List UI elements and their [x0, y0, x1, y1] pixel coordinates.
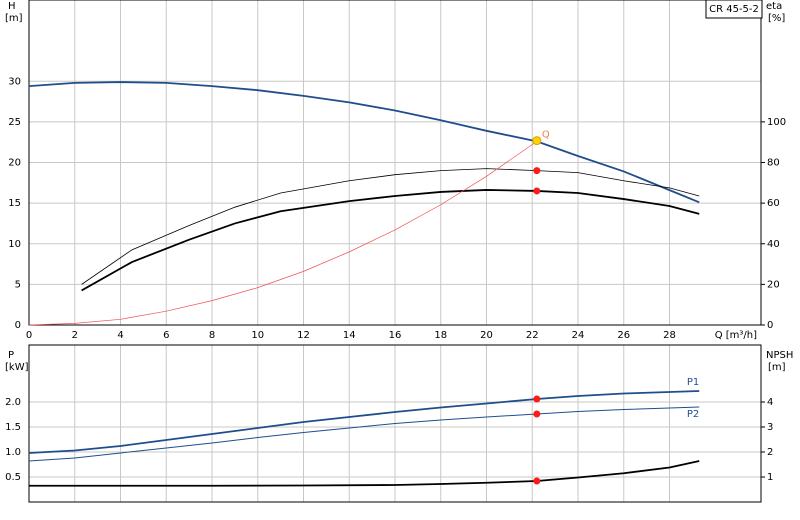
plot-frame	[28, 0, 762, 326]
curve-label: P2	[687, 409, 699, 420]
x-tick-label: 14	[343, 330, 356, 341]
y-tick-label: 0.5	[5, 472, 21, 483]
y-tick-label: 2.0	[5, 397, 21, 408]
curve	[28, 390, 700, 454]
duty-marker	[533, 167, 541, 175]
y-tick-label: 15	[8, 198, 21, 209]
duty-marker	[533, 187, 541, 195]
y2-tick-label: 80	[767, 158, 780, 169]
x-tick-label: 10	[251, 330, 264, 341]
x-tick-label: 2	[72, 330, 78, 341]
curve	[81, 189, 700, 292]
x-tick-label: 12	[297, 330, 310, 341]
y-axis-unit: [m]	[5, 13, 23, 24]
x-tick-label: 22	[526, 330, 539, 341]
y2-tick-label: 60	[767, 198, 780, 209]
x-tick-label: 28	[663, 330, 676, 341]
duty-marker	[533, 477, 541, 485]
y-axis-label: H	[8, 1, 16, 12]
y2-axis-unit: [%]	[768, 13, 785, 24]
curve	[29, 460, 700, 487]
y2-tick-label: 3	[767, 422, 773, 433]
y2-tick-label: 100	[767, 117, 786, 128]
y2-tick-label: 4	[767, 397, 773, 408]
y-tick-label: 30	[8, 76, 21, 87]
legend-box	[705, 0, 763, 19]
y2-tick-label: 2	[767, 447, 773, 458]
x-tick-label: 16	[389, 330, 402, 341]
plot-frame	[28, 344, 762, 503]
y2-axis-unit: [m]	[768, 362, 786, 373]
x-tick-label: 0	[26, 330, 32, 341]
x-tick-label: 6	[163, 330, 169, 341]
curve	[28, 81, 700, 204]
y-tick-label: 1.0	[5, 447, 21, 458]
y-axis-label: P	[8, 350, 14, 361]
y-tick-label: 20	[8, 158, 21, 169]
duty-marker	[533, 395, 541, 403]
curve	[28, 141, 538, 326]
y-axis-unit: [kW]	[5, 362, 29, 373]
x-axis-label: Q [m³/h]	[715, 330, 757, 341]
y-tick-label: 25	[8, 117, 21, 128]
y2-tick-label: 20	[767, 279, 780, 290]
curve-label: P1	[687, 377, 699, 388]
x-tick-label: 20	[480, 330, 493, 341]
y2-tick-label: 1	[767, 472, 773, 483]
curve	[81, 168, 700, 285]
y-tick-label: 1.5	[5, 422, 21, 433]
curve	[28, 406, 700, 462]
x-tick-label: 8	[209, 330, 215, 341]
duty-point	[532, 136, 542, 146]
y-tick-label: 0	[15, 320, 21, 331]
duty-marker	[533, 410, 541, 418]
y2-axis-label: NPSH	[766, 350, 793, 361]
y-tick-label: 5	[15, 279, 21, 290]
y2-tick-label: 0	[767, 320, 773, 331]
y-tick-label: 10	[8, 239, 21, 250]
y2-axis-label: eta	[766, 1, 782, 12]
duty-point-label: Q	[542, 130, 550, 141]
x-tick-label: 18	[434, 330, 447, 341]
x-tick-label: 26	[617, 330, 630, 341]
y2-tick-label: 40	[767, 239, 780, 250]
legend-title: CR 45-5-2	[709, 4, 759, 15]
x-tick-label: 24	[572, 330, 585, 341]
x-tick-label: 4	[117, 330, 123, 341]
